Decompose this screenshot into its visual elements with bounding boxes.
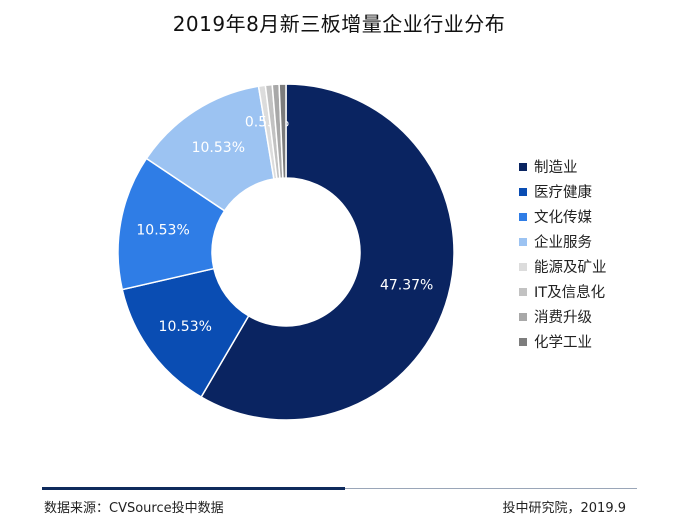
slice-label-3: 10.53% bbox=[136, 222, 189, 238]
legend-swatch bbox=[519, 212, 527, 221]
footer-rule-light bbox=[345, 488, 637, 489]
legend-label: 消费升级 bbox=[534, 310, 592, 326]
legend-item-5: 能源及矿业 bbox=[519, 254, 607, 279]
legend-swatch bbox=[519, 287, 527, 296]
slice-1 bbox=[200, 83, 455, 421]
legend-item-8: 化学工业 bbox=[519, 329, 607, 354]
legend-swatch bbox=[519, 237, 527, 246]
legend-label: 化学工业 bbox=[534, 335, 592, 351]
legend-item-2: 医疗健康 bbox=[519, 179, 607, 204]
legend-swatch bbox=[519, 262, 527, 271]
legend-label: 医疗健康 bbox=[534, 185, 592, 201]
chart-title: 2019年8月新三板增量企业行业分布 bbox=[172, 12, 506, 36]
legend-label: 制造业 bbox=[534, 160, 578, 176]
chart-legend: 制造业医疗健康文化传媒企业服务能源及矿业 IT及信息化 消费升级化学工业 bbox=[519, 154, 607, 354]
footer-rule-dark bbox=[42, 487, 345, 490]
legend-swatch bbox=[519, 187, 527, 196]
legend-swatch bbox=[519, 337, 527, 346]
legend-swatch bbox=[519, 162, 527, 171]
legend-label: 企业服务 bbox=[534, 235, 592, 251]
legend-label: IT及信息化 bbox=[534, 285, 606, 301]
footer-credit: 投中研究院，2019.9 bbox=[502, 501, 627, 516]
legend-item-3: 文化传媒 bbox=[519, 204, 607, 229]
legend-item-7: 消费升级 bbox=[519, 304, 607, 329]
legend-item-6: IT及信息化 bbox=[519, 279, 607, 304]
legend-item-1: 制造业 bbox=[519, 154, 607, 179]
slice-8 bbox=[278, 83, 287, 179]
slice-label-1: 47.37% bbox=[380, 278, 433, 294]
slice-label-4: 10.53% bbox=[192, 140, 245, 156]
slice-label-2: 10.53% bbox=[159, 319, 212, 335]
legend-label: 能源及矿业 bbox=[534, 260, 607, 276]
legend-swatch bbox=[519, 312, 527, 321]
legend-label: 文化传媒 bbox=[534, 210, 592, 226]
legend-item-4: 企业服务 bbox=[519, 229, 607, 254]
footer-source: 数据来源：CVSource投中数据 bbox=[44, 501, 224, 516]
